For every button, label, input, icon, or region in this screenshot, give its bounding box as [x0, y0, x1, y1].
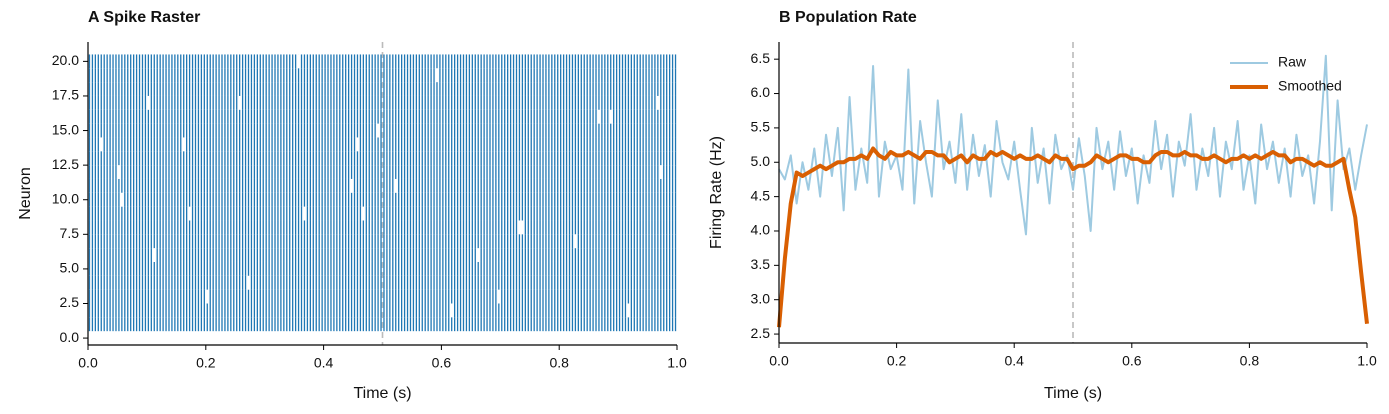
y-tick-label: 7.5: [60, 225, 80, 241]
y-axis-label: Firing Rate (Hz): [708, 136, 725, 249]
y-tick-label: 17.5: [52, 87, 79, 103]
x-axis-label: Time (s): [353, 385, 411, 402]
spike-gap: [376, 123, 380, 138]
y-tick-label: 6.0: [751, 84, 771, 100]
spike-gap: [361, 206, 365, 221]
spike-gap: [450, 303, 454, 318]
spike-gap: [146, 95, 150, 110]
x-tick-label: 0.8: [1240, 353, 1260, 369]
y-tick-label: 3.0: [751, 290, 771, 306]
x-tick-label: 0.2: [196, 355, 216, 371]
spike-gap: [188, 206, 192, 221]
spike-gap: [520, 220, 524, 235]
spike-gap: [659, 165, 663, 179]
spike-gap: [626, 303, 631, 318]
x-tick-label: 0.4: [314, 355, 334, 371]
spike-gap: [497, 289, 501, 304]
spike-gap: [205, 289, 209, 304]
spike-gap: [435, 68, 439, 83]
y-tick-label: 6.5: [751, 50, 771, 66]
x-tick-label: 1.0: [1357, 353, 1377, 369]
y-tick-label: 5.0: [60, 260, 80, 276]
x-tick-label: 0.6: [1122, 353, 1142, 369]
spike-gap: [349, 178, 354, 193]
y-tick-label: 4.5: [751, 187, 771, 203]
x-tick-label: 0.8: [549, 355, 569, 371]
y-tick-label: 5.0: [751, 153, 771, 169]
spike-gap: [597, 109, 601, 124]
x-tick-label: 0.6: [432, 355, 452, 371]
spike-gap: [476, 248, 480, 262]
spike-gap: [117, 165, 121, 179]
spike-gap: [182, 137, 186, 152]
spike-gap: [656, 95, 660, 110]
x-tick-label: 0.0: [769, 353, 789, 369]
spike-gap: [302, 206, 307, 221]
y-tick-label: 12.5: [52, 156, 79, 172]
y-tick-label: 15.0: [52, 121, 79, 137]
spike-gap: [355, 137, 360, 152]
x-tick-label: 0.2: [887, 353, 907, 369]
x-tick-label: 1.0: [667, 355, 687, 371]
x-tick-label: 0.0: [78, 355, 98, 371]
spike-gap: [296, 54, 301, 69]
y-tick-label: 2.5: [751, 325, 771, 341]
y-tick-label: 0.0: [60, 329, 80, 345]
x-axis-label: Time (s): [1044, 385, 1102, 402]
x-tick-label: 0.4: [1004, 353, 1024, 369]
chart-title: A Spike Raster: [88, 9, 200, 26]
spike-gap: [99, 137, 103, 152]
series-line: [777, 146, 1369, 328]
spike-gap: [152, 248, 156, 262]
y-tick-label: 4.0: [751, 222, 771, 238]
spike-gap: [394, 178, 398, 193]
y-tick-label: 2.5: [60, 294, 80, 310]
legend-label: Smoothed: [1278, 78, 1342, 94]
y-tick-label: 10.0: [52, 190, 79, 206]
y-axis-label: Neuron: [17, 167, 34, 219]
y-tick-label: 20.0: [52, 52, 79, 68]
spike-gap: [573, 234, 577, 249]
legend-label: Raw: [1278, 54, 1307, 70]
spike-gap: [517, 220, 522, 235]
spike-gap: [246, 275, 251, 290]
y-tick-label: 5.5: [751, 119, 771, 135]
spike-gap: [238, 95, 242, 110]
spike-gap: [120, 192, 124, 207]
spike-gap: [609, 109, 613, 124]
y-tick-label: 3.5: [751, 256, 771, 272]
chart-title: B Population Rate: [779, 9, 917, 26]
